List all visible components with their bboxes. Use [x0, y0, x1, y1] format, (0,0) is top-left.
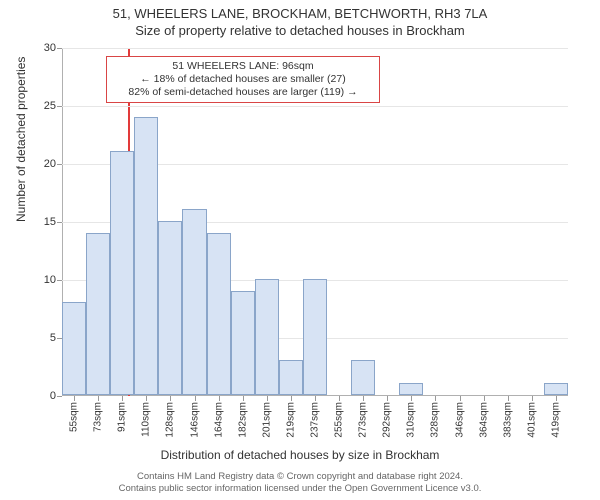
histogram-bar [255, 279, 279, 395]
histogram-bar [544, 383, 568, 395]
x-tick-mark [363, 396, 364, 401]
plot-area: 51 WHEELERS LANE: 96sqm ← 18% of detache… [62, 48, 568, 396]
footer-line-2: Contains public sector information licen… [0, 483, 600, 495]
footer-line-1: Contains HM Land Registry data © Crown c… [0, 471, 600, 483]
x-tick-mark [387, 396, 388, 401]
x-tick-label: 346sqm [454, 402, 465, 438]
y-tick-mark [57, 164, 62, 165]
x-tick-label: 110sqm [141, 402, 152, 437]
footer-attribution: Contains HM Land Registry data © Crown c… [0, 471, 600, 495]
x-tick-mark [291, 396, 292, 401]
x-tick-label: 273sqm [358, 402, 369, 438]
histogram-bar [231, 291, 255, 395]
y-axis-label: Number of detached properties [14, 57, 28, 222]
x-tick-mark [267, 396, 268, 401]
y-tick-label: 30 [44, 42, 56, 54]
x-tick-label: 201sqm [261, 402, 272, 438]
x-tick-mark [146, 396, 147, 401]
x-tick-label: 91sqm [117, 402, 128, 432]
x-tick-mark [315, 396, 316, 401]
x-tick-label: 419sqm [550, 402, 561, 438]
x-tick-label: 292sqm [382, 402, 393, 438]
title-line-2: Size of property relative to detached ho… [0, 23, 600, 38]
y-tick-label: 5 [50, 332, 56, 344]
histogram-bar [110, 151, 134, 395]
annotation-box: 51 WHEELERS LANE: 96sqm ← 18% of detache… [106, 56, 380, 103]
annotation-line-2: ← 18% of detached houses are smaller (27… [113, 73, 373, 86]
x-axis-label: Distribution of detached houses by size … [0, 448, 600, 462]
x-tick-label: 383sqm [502, 402, 513, 438]
x-tick-label: 73sqm [93, 402, 104, 432]
y-tick-label: 15 [44, 216, 56, 228]
x-tick-label: 237sqm [310, 402, 321, 438]
x-tick-mark [484, 396, 485, 401]
x-tick-mark [74, 396, 75, 401]
x-tick-label: 310sqm [406, 402, 417, 438]
annotation-line-1: 51 WHEELERS LANE: 96sqm [113, 60, 373, 73]
x-tick-mark [508, 396, 509, 401]
x-tick-mark [122, 396, 123, 401]
y-tick-label: 10 [44, 274, 56, 286]
x-tick-mark [170, 396, 171, 401]
y-tick-mark [57, 396, 62, 397]
y-tick-label: 25 [44, 100, 56, 112]
x-tick-mark [243, 396, 244, 401]
annotation-line-3: 82% of semi-detached houses are larger (… [113, 86, 373, 99]
x-tick-mark [435, 396, 436, 401]
y-tick-mark [57, 222, 62, 223]
x-tick-label: 328sqm [430, 402, 441, 438]
x-tick-mark [98, 396, 99, 401]
x-tick-mark [460, 396, 461, 401]
x-tick-label: 255sqm [334, 402, 345, 438]
x-tick-label: 182sqm [237, 402, 248, 438]
x-tick-label: 128sqm [165, 402, 176, 438]
x-tick-mark [339, 396, 340, 401]
x-tick-mark [219, 396, 220, 401]
y-tick-mark [57, 280, 62, 281]
histogram-bar [134, 117, 158, 395]
histogram-bar [182, 209, 206, 395]
x-tick-label: 55sqm [69, 402, 80, 432]
histogram-bar [279, 360, 303, 395]
y-tick-mark [57, 48, 62, 49]
gridline [62, 106, 568, 107]
histogram-bar [399, 383, 423, 395]
chart-title: 51, WHEELERS LANE, BROCKHAM, BETCHWORTH,… [0, 6, 600, 38]
y-tick-label: 0 [50, 390, 56, 402]
x-tick-label: 146sqm [189, 402, 200, 438]
chart-container: 51, WHEELERS LANE, BROCKHAM, BETCHWORTH,… [0, 0, 600, 500]
x-tick-label: 219sqm [285, 402, 296, 438]
x-tick-mark [556, 396, 557, 401]
y-tick-mark [57, 106, 62, 107]
x-tick-mark [411, 396, 412, 401]
histogram-bar [62, 302, 86, 395]
histogram-bar [207, 233, 231, 395]
x-tick-mark [532, 396, 533, 401]
x-tick-label: 164sqm [213, 402, 224, 438]
histogram-bar [86, 233, 110, 395]
y-tick-label: 20 [44, 158, 56, 170]
x-tick-label: 364sqm [478, 402, 489, 438]
gridline [62, 48, 568, 49]
x-tick-label: 401sqm [526, 402, 537, 438]
histogram-bar [158, 221, 182, 395]
histogram-bar [303, 279, 327, 395]
x-tick-mark [195, 396, 196, 401]
title-line-1: 51, WHEELERS LANE, BROCKHAM, BETCHWORTH,… [0, 6, 600, 21]
histogram-bar [351, 360, 375, 395]
